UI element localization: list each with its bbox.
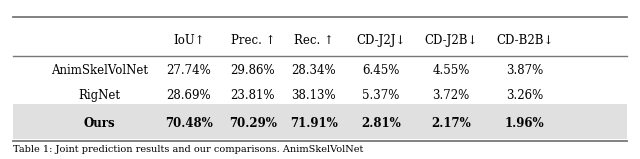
Text: 3.72%: 3.72% xyxy=(433,89,470,102)
Text: 2.17%: 2.17% xyxy=(431,117,471,130)
Text: 70.48%: 70.48% xyxy=(165,117,212,130)
Text: RigNet: RigNet xyxy=(78,89,120,102)
Text: CD-J2J↓: CD-J2J↓ xyxy=(356,34,406,47)
Bar xyxy=(13,104,627,139)
Text: 3.26%: 3.26% xyxy=(506,89,543,102)
Text: 23.81%: 23.81% xyxy=(230,89,275,102)
Text: 29.86%: 29.86% xyxy=(230,64,275,77)
Text: CD-B2B↓: CD-B2B↓ xyxy=(496,34,554,47)
Text: CD-J2B↓: CD-J2B↓ xyxy=(424,34,478,47)
Text: Prec. ↑: Prec. ↑ xyxy=(230,34,275,47)
Text: 4.55%: 4.55% xyxy=(433,64,470,77)
Text: 28.34%: 28.34% xyxy=(291,64,336,77)
Text: 1.96%: 1.96% xyxy=(505,117,545,130)
Text: 5.37%: 5.37% xyxy=(362,89,399,102)
Text: 6.45%: 6.45% xyxy=(362,64,399,77)
Text: IoU↑: IoU↑ xyxy=(173,34,205,47)
Text: 28.69%: 28.69% xyxy=(166,89,211,102)
Text: 71.91%: 71.91% xyxy=(290,117,337,130)
Text: Rec. ↑: Rec. ↑ xyxy=(294,34,333,47)
Text: 3.87%: 3.87% xyxy=(506,64,543,77)
Text: 38.13%: 38.13% xyxy=(291,89,336,102)
Text: AnimSkelVolNet: AnimSkelVolNet xyxy=(51,64,148,77)
Text: 2.81%: 2.81% xyxy=(361,117,401,130)
Text: Table 1: Joint prediction results and our comparisons. AnimSkelVolNet: Table 1: Joint prediction results and ou… xyxy=(13,145,363,154)
Text: 27.74%: 27.74% xyxy=(166,64,211,77)
Text: Ours: Ours xyxy=(83,117,115,130)
Text: 70.29%: 70.29% xyxy=(229,117,276,130)
